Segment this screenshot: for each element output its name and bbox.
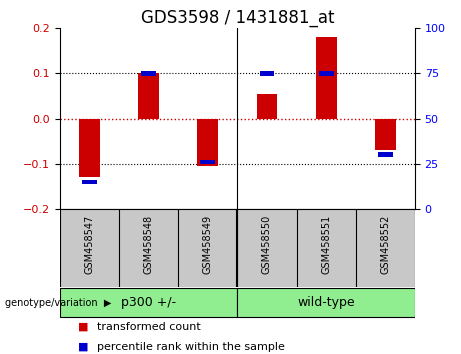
Text: transformed count: transformed count bbox=[97, 322, 201, 332]
Bar bbox=[141, 71, 156, 76]
Bar bbox=[201, 160, 215, 164]
Text: ■: ■ bbox=[78, 342, 89, 352]
Bar bbox=[375, 119, 396, 150]
Text: wild-type: wild-type bbox=[297, 296, 355, 309]
Text: genotype/variation  ▶: genotype/variation ▶ bbox=[5, 298, 111, 308]
Bar bbox=[197, 119, 218, 166]
Bar bbox=[82, 179, 97, 184]
Bar bbox=[237, 288, 415, 317]
Bar bbox=[79, 119, 100, 177]
Bar bbox=[257, 94, 278, 119]
Bar bbox=[378, 153, 393, 157]
Bar bbox=[260, 71, 274, 76]
Bar bbox=[138, 73, 159, 119]
Text: ■: ■ bbox=[78, 322, 89, 332]
Text: p300 +/-: p300 +/- bbox=[121, 296, 176, 309]
Text: GSM458550: GSM458550 bbox=[262, 215, 272, 274]
Bar bbox=[60, 288, 237, 317]
Text: GSM458552: GSM458552 bbox=[380, 215, 390, 274]
Text: GSM458549: GSM458549 bbox=[203, 215, 213, 274]
Text: percentile rank within the sample: percentile rank within the sample bbox=[97, 342, 285, 352]
Text: GSM458551: GSM458551 bbox=[321, 215, 331, 274]
Bar bbox=[316, 37, 337, 119]
Text: GSM458548: GSM458548 bbox=[144, 215, 154, 274]
Bar bbox=[319, 71, 334, 76]
Text: GSM458547: GSM458547 bbox=[84, 215, 95, 274]
Title: GDS3598 / 1431881_at: GDS3598 / 1431881_at bbox=[141, 9, 334, 27]
